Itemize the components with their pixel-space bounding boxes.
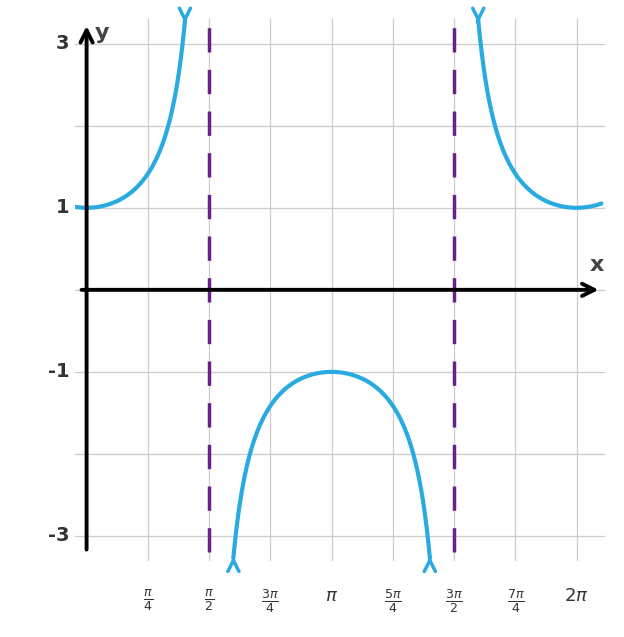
Text: -3: -3 <box>48 526 69 545</box>
Text: -1: -1 <box>48 362 69 382</box>
Text: $2\pi$: $2\pi$ <box>564 587 589 605</box>
Text: 1: 1 <box>56 198 69 217</box>
Text: x: x <box>589 255 604 275</box>
Text: $\frac{7\pi}{4}$: $\frac{7\pi}{4}$ <box>507 587 524 615</box>
Text: $\frac{\pi}{4}$: $\frac{\pi}{4}$ <box>143 587 153 613</box>
Text: 3: 3 <box>56 34 69 54</box>
Text: y: y <box>94 23 109 43</box>
Text: $\frac{3\pi}{4}$: $\frac{3\pi}{4}$ <box>261 587 280 615</box>
Text: $\pi$: $\pi$ <box>325 587 338 605</box>
Text: $\frac{\pi}{2}$: $\frac{\pi}{2}$ <box>204 587 214 613</box>
Text: $\frac{3\pi}{2}$: $\frac{3\pi}{2}$ <box>446 587 463 615</box>
Text: $\frac{5\pi}{4}$: $\frac{5\pi}{4}$ <box>384 587 402 615</box>
